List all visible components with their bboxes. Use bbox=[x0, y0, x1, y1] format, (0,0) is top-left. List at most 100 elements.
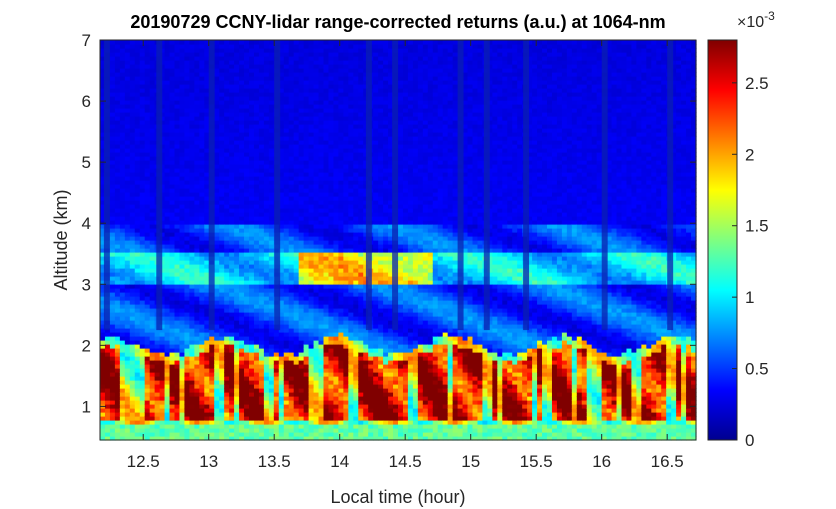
heatmap-cell bbox=[144, 316, 151, 321]
heatmap-cell bbox=[244, 364, 250, 369]
heatmap-cell bbox=[333, 140, 339, 145]
heatmap-cell bbox=[313, 228, 320, 233]
heatmap-cell bbox=[239, 144, 245, 149]
heatmap-cell bbox=[293, 420, 300, 425]
heatmap-cell bbox=[278, 108, 285, 113]
heatmap-cell bbox=[313, 72, 320, 77]
heatmap-cell bbox=[204, 120, 210, 125]
heatmap-cell bbox=[244, 228, 250, 233]
heatmap-cell bbox=[189, 388, 195, 393]
heatmap-cell bbox=[194, 132, 200, 137]
heatmap-cell bbox=[159, 160, 166, 165]
heatmap-cell bbox=[253, 56, 260, 61]
heatmap-cell bbox=[134, 368, 141, 373]
heatmap-cell bbox=[164, 248, 171, 253]
heatmap-cell bbox=[278, 284, 285, 289]
heatmap-cell bbox=[169, 272, 176, 277]
heatmap-cell bbox=[164, 272, 171, 277]
heatmap-cell bbox=[124, 428, 131, 433]
heatmap-cell bbox=[288, 168, 295, 173]
heatmap-cell bbox=[114, 388, 121, 393]
heatmap-cell bbox=[214, 276, 220, 281]
heatmap-cell bbox=[159, 244, 166, 249]
heatmap-cell bbox=[283, 180, 290, 185]
heatmap-cell bbox=[159, 92, 166, 97]
heatmap-cell bbox=[194, 368, 200, 373]
heatmap-cell bbox=[288, 352, 295, 357]
heatmap-cell bbox=[169, 184, 176, 189]
heatmap-cell bbox=[194, 356, 200, 361]
heatmap-cell bbox=[179, 68, 186, 73]
heatmap-cell bbox=[169, 80, 176, 85]
heatmap-cell bbox=[114, 308, 121, 313]
heatmap-cell bbox=[298, 180, 305, 185]
heatmap-cell bbox=[194, 168, 200, 173]
heatmap-cell bbox=[333, 220, 339, 225]
heatmap-cell bbox=[234, 304, 240, 309]
heatmap-cell bbox=[174, 412, 181, 417]
heatmap-cell bbox=[234, 272, 240, 277]
heatmap-cell bbox=[333, 412, 339, 417]
heatmap-cell bbox=[144, 124, 151, 129]
heatmap-cell bbox=[288, 140, 295, 145]
heatmap-cell bbox=[239, 172, 245, 177]
heatmap-cell bbox=[174, 256, 181, 261]
heatmap-cell bbox=[134, 120, 141, 125]
heatmap-cell bbox=[338, 112, 344, 117]
heatmap-cell bbox=[288, 128, 295, 133]
heatmap-cell bbox=[328, 88, 335, 93]
heatmap-cell bbox=[313, 212, 320, 217]
heatmap-cell bbox=[313, 216, 320, 221]
heatmap-cell bbox=[224, 80, 230, 85]
heatmap-cell bbox=[109, 288, 116, 293]
heatmap-cell bbox=[114, 44, 121, 49]
heatmap-cell bbox=[139, 156, 146, 161]
heatmap-cell bbox=[159, 212, 166, 217]
heatmap-cell bbox=[333, 400, 339, 405]
heatmap-cell bbox=[139, 380, 146, 385]
heatmap-cell bbox=[134, 404, 141, 409]
heatmap-cell bbox=[333, 232, 339, 237]
heatmap-cell bbox=[229, 288, 235, 293]
heatmap-cell bbox=[239, 348, 245, 353]
heatmap-cell bbox=[169, 200, 176, 205]
heatmap-cell bbox=[194, 104, 200, 109]
heatmap-cell bbox=[149, 112, 156, 117]
heatmap-cell bbox=[303, 260, 310, 265]
heatmap-cell bbox=[179, 416, 186, 421]
heatmap-cell bbox=[224, 404, 230, 409]
heatmap-cell bbox=[288, 180, 295, 185]
heatmap-cell bbox=[343, 336, 349, 341]
heatmap-cell bbox=[293, 364, 300, 369]
heatmap-cell bbox=[318, 320, 325, 325]
heatmap-cell bbox=[253, 232, 260, 237]
heatmap-cell bbox=[333, 180, 339, 185]
heatmap-cell bbox=[288, 408, 295, 413]
heatmap-cell bbox=[114, 340, 121, 345]
heatmap-cell bbox=[189, 336, 195, 341]
heatmap-cell bbox=[308, 384, 315, 389]
heatmap-cell bbox=[298, 432, 305, 437]
heatmap-cell bbox=[343, 180, 349, 185]
heatmap-cell bbox=[224, 212, 230, 217]
heatmap-cell bbox=[268, 68, 275, 73]
heatmap-cell bbox=[293, 388, 300, 393]
heatmap-cell bbox=[239, 232, 245, 237]
heatmap-cell bbox=[100, 180, 106, 185]
heatmap-cell bbox=[144, 100, 151, 105]
heatmap-cell bbox=[214, 148, 220, 153]
heatmap-cell bbox=[169, 296, 176, 301]
heatmap-cell bbox=[234, 252, 240, 257]
heatmap-cell bbox=[119, 288, 126, 293]
heatmap-cell bbox=[234, 260, 240, 265]
heatmap-cell bbox=[293, 352, 300, 357]
heatmap-cell bbox=[124, 84, 131, 89]
heatmap-cell bbox=[328, 376, 335, 381]
heatmap-cell bbox=[253, 344, 260, 349]
heatmap-cell bbox=[149, 148, 156, 153]
heatmap-cell bbox=[129, 320, 136, 325]
heatmap-cell bbox=[234, 416, 240, 421]
heatmap-cell bbox=[224, 300, 230, 305]
heatmap-cell bbox=[283, 132, 290, 137]
heatmap-cell bbox=[298, 40, 305, 45]
